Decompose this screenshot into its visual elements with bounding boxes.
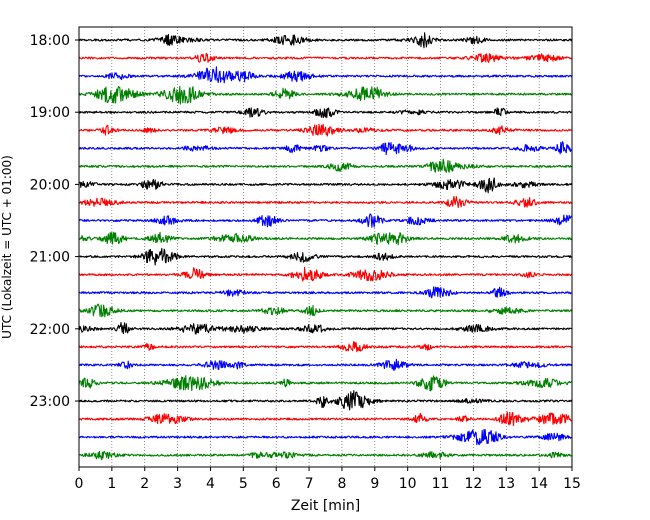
x-tick-label: 10: [399, 476, 417, 492]
x-tick-label: 6: [272, 476, 281, 492]
trace-1900: [78, 107, 572, 119]
trace-2030: [78, 213, 572, 228]
x-tick-label: 11: [432, 476, 450, 492]
y-tick-label: 19:00: [30, 105, 70, 121]
y-axis-label: UTC (Lokalzeit = UTC + 01:00): [0, 155, 14, 339]
y-tick-label: 18:00: [30, 33, 70, 49]
trace-2015: [78, 195, 572, 209]
trace-2145: [78, 303, 573, 318]
trace-2000: [78, 177, 573, 194]
y-tick-label: 20:00: [30, 177, 70, 193]
trace-2130: [78, 286, 572, 299]
trace-1930: [78, 141, 573, 156]
trace-2330: [78, 429, 572, 446]
y-tick-label: 22:00: [30, 322, 70, 338]
trace-1800: [78, 32, 573, 49]
x-tick-label: 3: [173, 476, 182, 492]
trace-2315: [78, 411, 572, 427]
trace-2345: [78, 450, 572, 461]
x-axis-label: Zeit [min]: [291, 498, 360, 514]
grid-lines: [111, 27, 540, 467]
trace-2215: [78, 340, 572, 353]
y-tick-label: 23:00: [30, 394, 70, 410]
trace-1815: [78, 52, 572, 63]
trace-1845: [78, 85, 572, 105]
x-tick-label: 15: [563, 476, 581, 492]
x-tick-label: 2: [140, 476, 149, 492]
x-tick-label: 9: [370, 476, 379, 492]
trace-2045: [78, 231, 573, 246]
x-tick-label: 8: [337, 476, 346, 492]
trace-2230: [78, 358, 573, 372]
x-tick-label: 14: [530, 476, 548, 492]
trace-2245: [78, 375, 572, 392]
plot-frame: [78, 26, 573, 468]
trace-2100: [78, 247, 572, 266]
trace-1945: [78, 158, 572, 173]
trace-layer: [78, 32, 573, 461]
trace-2200: [78, 322, 572, 335]
x-tick-label: 4: [206, 476, 215, 492]
x-tick-label: 1: [107, 476, 116, 492]
trace-2115: [78, 266, 573, 282]
y-axis-ticks: 18:00 19:00 20:00 21:00 22:00 23:00: [30, 33, 79, 410]
x-tick-label: 13: [497, 476, 515, 492]
x-tick-label: 0: [75, 476, 84, 492]
trace-2300: [78, 390, 573, 411]
y-tick-label: 21:00: [30, 250, 70, 266]
x-tick-label: 12: [464, 476, 482, 492]
trace-1830: [78, 66, 573, 84]
x-axis-ticks: 0 1 2 3 4 5 6 7 8 9 10 11 12 13 14 15: [75, 467, 581, 492]
trace-1915: [78, 123, 572, 137]
x-tick-label: 5: [239, 476, 248, 492]
x-tick-label: 7: [305, 476, 314, 492]
